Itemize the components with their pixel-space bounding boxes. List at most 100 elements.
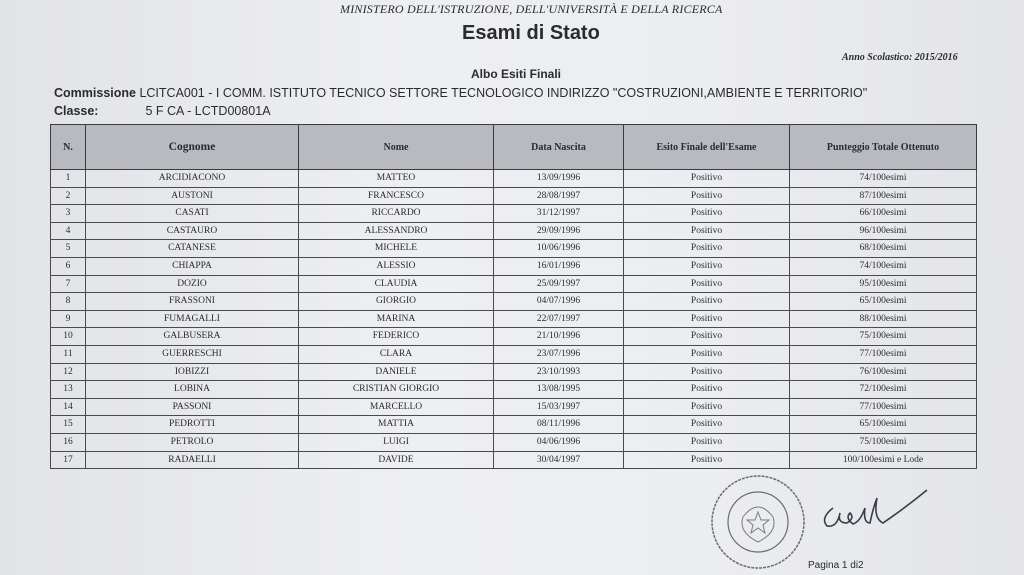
header-col-name: Nome xyxy=(298,124,494,170)
cell-col-name: CLARA xyxy=(298,344,494,364)
cell-col-birthdate: 16/01/1996 xyxy=(493,256,624,276)
table-row: 5 CATANESE MICHELE 10/06/1996 Positivo 68/100… xyxy=(50,239,977,258)
cell-col-name: MATTIA xyxy=(298,415,494,434)
cell-col-result: Positivo xyxy=(623,292,790,311)
cell-col-name: DANIELE xyxy=(298,362,494,382)
cell-col-number: 15 xyxy=(50,415,86,434)
cell-col-number: 7 xyxy=(50,274,86,294)
cell-col-score: 66/100esimi xyxy=(789,204,977,223)
cell-col-birthdate: 13/08/1995 xyxy=(493,380,624,399)
cell-col-birthdate: 22/07/1997 xyxy=(493,309,624,329)
cell-col-name: CLAUDIA xyxy=(298,274,494,294)
table-row: 12 IOBIZZI DANIELE 23/10/1993 Positivo 76/100… xyxy=(50,362,977,382)
cell-col-number: 16 xyxy=(50,432,86,452)
cell-col-name: MARINA xyxy=(298,309,494,329)
table-row: 9 FUMAGALLI MARINA 22/07/1997 Positivo 88/100… xyxy=(50,309,977,329)
cell-col-result: Positivo xyxy=(623,169,790,188)
cell-col-surname: CATANESE xyxy=(85,239,299,258)
cell-col-result: Positivo xyxy=(623,362,790,382)
table-row: 14 PASSONI MARCELLO 15/03/1997 Positivo 77/10… xyxy=(50,397,977,417)
cell-col-birthdate: 28/08/1997 xyxy=(493,186,624,206)
cell-col-surname: CASTAURO xyxy=(85,221,299,241)
cell-col-result: Positivo xyxy=(623,380,790,399)
cell-col-result: Positivo xyxy=(623,274,790,294)
cell-col-score: 65/100esimi xyxy=(789,415,977,434)
cell-col-birthdate: 13/09/1996 xyxy=(493,169,624,188)
cell-col-birthdate: 04/06/1996 xyxy=(493,432,624,452)
cell-col-name: LUIGI xyxy=(298,432,494,452)
cell-col-score: 72/100esimi xyxy=(789,380,977,399)
cell-col-surname: PETROLO xyxy=(85,432,299,452)
cell-col-name: CRISTIAN GIORGIO xyxy=(298,380,494,399)
cell-col-birthdate: 29/09/1996 xyxy=(493,221,624,241)
cell-col-score: 75/100esimi xyxy=(789,327,977,346)
cell-col-score: 74/100esimi xyxy=(789,256,977,276)
cell-col-result: Positivo xyxy=(623,344,790,364)
cell-col-number: 17 xyxy=(50,450,86,470)
cell-col-birthdate: 21/10/1996 xyxy=(493,327,624,346)
table-row: 17 RADAELLI DAVIDE 30/04/1997 Positivo 100/10… xyxy=(50,450,977,470)
results-table: N. Cognome Nome Data Nascita Esito Finale de… xyxy=(50,124,977,470)
ministry-heading: MINISTERO DELL'ISTRUZIONE, DELL'UNIVERSI… xyxy=(340,2,723,16)
class-label: Classe: xyxy=(54,104,99,118)
cell-col-surname: PEDROTTI xyxy=(85,415,299,434)
table-row: 2 AUSTONI FRANCESCO 28/08/1997 Positivo 87/10… xyxy=(50,186,977,206)
page-number: Pagina 1 di2 xyxy=(808,560,864,571)
cell-col-result: Positivo xyxy=(623,204,790,223)
cell-col-surname: IOBIZZI xyxy=(85,362,299,382)
cell-col-result: Positivo xyxy=(623,327,790,346)
cell-col-name: MICHELE xyxy=(298,239,494,258)
table-row: 4 CASTAURO ALESSANDRO 29/09/1996 Positivo 96/… xyxy=(50,221,977,241)
table-row: 13 LOBINA CRISTIAN GIORGIO 13/08/1995 Positi… xyxy=(50,380,977,399)
header-col-birthdate: Data Nascita xyxy=(493,124,624,170)
table-header-row: N. Cognome Nome Data Nascita Esito Finale de… xyxy=(50,124,977,170)
cell-col-name: RICCARDO xyxy=(298,204,494,223)
cell-col-number: 14 xyxy=(50,397,86,417)
cell-col-number: 11 xyxy=(50,344,86,364)
cell-col-birthdate: 10/06/1996 xyxy=(493,239,624,258)
table-row: 7 DOZIO CLAUDIA 25/09/1997 Positivo 95/100esi… xyxy=(50,274,977,294)
header-col-score: Punteggio Totale Ottenuto xyxy=(789,124,977,170)
cell-col-birthdate: 08/11/1996 xyxy=(493,415,624,434)
cell-col-number: 5 xyxy=(50,239,86,258)
cell-col-score: 100/100esimi e Lode xyxy=(789,450,977,470)
cell-col-score: 87/100esimi xyxy=(789,186,977,206)
cell-col-score: 95/100esimi xyxy=(789,274,977,294)
cell-col-birthdate: 23/10/1993 xyxy=(493,362,624,382)
cell-col-result: Positivo xyxy=(623,415,790,434)
official-seal-icon xyxy=(711,475,805,569)
cell-col-surname: CHIAPPA xyxy=(85,256,299,276)
table-body: 1 ARCIDIACONO MATTEO 13/09/1996 Positivo 74/1… xyxy=(50,169,977,470)
commission-value: LCITCA001 - I COMM. ISTITUTO TECNICO SET… xyxy=(139,86,868,100)
cell-col-result: Positivo xyxy=(623,397,790,417)
cell-col-score: 68/100esimi xyxy=(789,239,977,258)
cell-col-birthdate: 25/09/1997 xyxy=(493,274,624,294)
cell-col-name: MATTEO xyxy=(298,169,494,188)
cell-col-score: 88/100esimi xyxy=(789,309,977,329)
class-line: Classe: 5 F CA - LCTD00801A xyxy=(54,104,271,118)
table-row: 3 CASATI RICCARDO 31/12/1997 Positivo 66/100e… xyxy=(50,204,977,223)
cell-col-result: Positivo xyxy=(623,309,790,329)
cell-col-result: Positivo xyxy=(623,256,790,276)
cell-col-name: FRANCESCO xyxy=(298,186,494,206)
cell-col-score: 75/100esimi xyxy=(789,432,977,452)
table-row: 8 FRASSONI GIORGIO 04/07/1996 Positivo 65/100… xyxy=(50,292,977,311)
school-year: Anno Scolastico: 2015/2016 xyxy=(842,52,958,63)
cell-col-surname: FUMAGALLI xyxy=(85,309,299,329)
handwritten-signature-icon xyxy=(823,489,928,528)
cell-col-result: Positivo xyxy=(623,186,790,206)
table-row: 16 PETROLO LUIGI 04/06/1996 Positivo 75/100es… xyxy=(50,432,977,452)
cell-col-score: 76/100esimi xyxy=(789,362,977,382)
cell-col-birthdate: 30/04/1997 xyxy=(493,450,624,470)
cell-col-score: 96/100esimi xyxy=(789,221,977,241)
page-title: Esami di Stato xyxy=(462,22,600,44)
cell-col-score: 74/100esimi xyxy=(789,169,977,188)
cell-col-result: Positivo xyxy=(623,221,790,241)
cell-col-number: 9 xyxy=(50,309,86,329)
cell-col-number: 13 xyxy=(50,380,86,399)
cell-col-name: MARCELLO xyxy=(298,397,494,417)
cell-col-number: 6 xyxy=(50,256,86,276)
cell-col-birthdate: 31/12/1997 xyxy=(493,204,624,223)
header-col-number: N. xyxy=(50,124,86,170)
cell-col-score: 65/100esimi xyxy=(789,292,977,311)
